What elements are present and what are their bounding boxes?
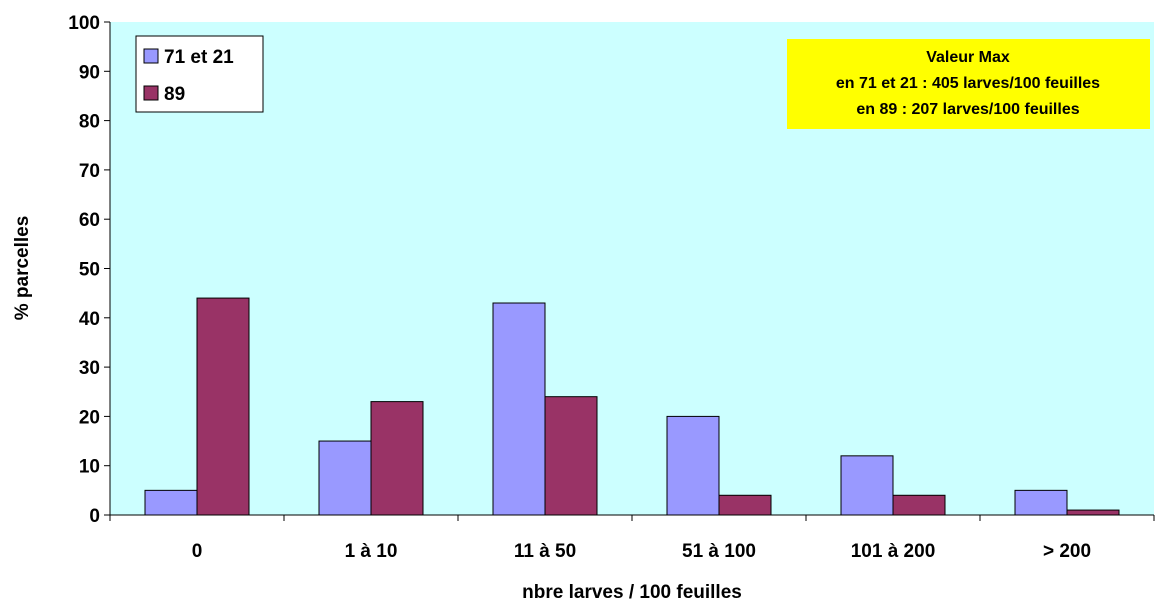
x-axis-ticks: 0 1 à 10 11 à 50 51 à 100 101 à 200 > 200 <box>109 515 1155 562</box>
x-tick-label: 0 <box>192 541 203 562</box>
y-tick-label: 60 <box>79 210 100 231</box>
x-axis-title: nbre larves / 100 feuilles <box>522 582 742 602</box>
y-tick-label: 100 <box>68 13 100 34</box>
bar-series-1-5 <box>1014 489 1068 516</box>
x-tick-label: 1 à 10 <box>345 541 398 562</box>
legend-swatch-71-et-21 <box>143 48 159 64</box>
x-tick-label: 51 à 100 <box>682 541 756 562</box>
y-tick-label: 10 <box>79 457 100 478</box>
bar-series-2-5 <box>1066 509 1120 516</box>
y-tick-label: 90 <box>79 62 100 83</box>
legend-swatch-89 <box>143 85 159 101</box>
bar-series-2-3 <box>718 494 772 516</box>
y-tick-label: 20 <box>79 407 100 428</box>
bar-series-1-1 <box>318 440 372 516</box>
legend-label-71-et-21: 71 et 21 <box>164 47 234 68</box>
x-tick-label: > 200 <box>1043 541 1091 562</box>
y-tick-label: 80 <box>79 112 100 133</box>
bar-series-1-3 <box>666 415 720 516</box>
annotation-line-3: en 89 : 207 larves/100 feuilles <box>856 101 1079 118</box>
y-tick-label: 40 <box>79 309 100 330</box>
bars-group <box>144 297 1120 516</box>
y-tick-label: 0 <box>89 506 100 527</box>
bar-series-2-0 <box>196 297 250 516</box>
annotation-background <box>787 39 1150 129</box>
annotation-line-2: en 71 et 21 : 405 larves/100 feuilles <box>836 75 1100 92</box>
annotation-box: Valeur Max en 71 et 21 : 405 larves/100 … <box>787 39 1150 129</box>
x-tick-label: 11 à 50 <box>514 541 576 562</box>
bar-series-2-1 <box>370 401 424 516</box>
y-axis-title: % parcelles <box>12 216 33 321</box>
y-tick-label: 50 <box>79 260 100 281</box>
bar-series-1-4 <box>840 455 894 516</box>
bar-series-2-2 <box>544 396 598 516</box>
x-tick-label: 101 à 200 <box>851 541 936 562</box>
bar-series-1-0 <box>144 489 198 516</box>
annotation-line-1: Valeur Max <box>926 49 1010 66</box>
bar-series-2-4 <box>892 494 946 516</box>
y-axis-ticks: 0 10 20 30 40 50 60 70 80 90 100 <box>68 13 110 527</box>
legend-label-89: 89 <box>164 84 185 105</box>
y-tick-label: 70 <box>79 161 100 182</box>
legend: 71 et 21 89 <box>135 35 264 113</box>
y-tick-label: 30 <box>79 358 100 379</box>
bar-series-1-2 <box>492 302 546 516</box>
